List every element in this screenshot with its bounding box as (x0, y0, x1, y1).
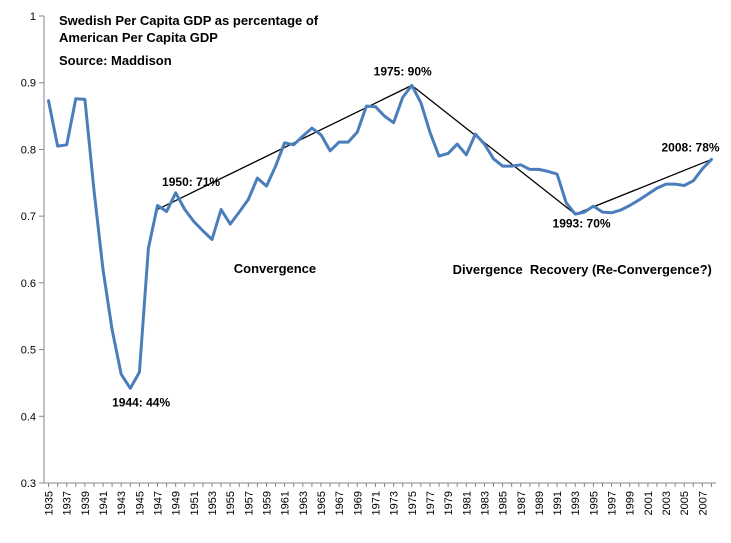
x-tick-label: 1953 (207, 491, 219, 515)
x-tick-label: 2001 (643, 491, 655, 515)
x-tick-label: 1943 (116, 491, 128, 515)
x-tick-label: 1993 (570, 491, 582, 515)
chart-title-line-1: Swedish Per Capita GDP as percentage of (59, 13, 319, 28)
x-tick-label: 1981 (461, 491, 473, 515)
x-tick-label: 1957 (243, 491, 255, 515)
point-annotation: 1944: 44% (112, 395, 170, 409)
x-tick-label: 1959 (261, 491, 273, 515)
x-tick-label: 1935 (44, 491, 56, 515)
gdp-ratio-series-line (47, 83, 713, 390)
x-tick-label: 1987 (516, 491, 528, 515)
point-annotation: 1993: 70% (553, 216, 611, 230)
x-tick-label: 1941 (98, 491, 110, 515)
chart-source: Source: Maddison (59, 53, 172, 68)
x-tick-label: 1937 (62, 491, 74, 515)
x-tick-label: 1977 (425, 491, 437, 515)
phase-label: Recovery (Re-Convergence?) (530, 262, 712, 277)
x-tick-label: 1947 (153, 491, 165, 515)
x-tick-label: 1979 (443, 491, 455, 515)
trend-line (157, 84, 413, 211)
y-tick-label: 0.7 (21, 211, 36, 223)
x-tick-label: 1951 (189, 491, 201, 515)
y-tick-label: 0.8 (21, 144, 36, 156)
x-tick-label: 1967 (334, 491, 346, 515)
x-tick-label: 1999 (625, 491, 637, 515)
x-tick-label: 2005 (679, 491, 691, 515)
x-tick-label: 1983 (479, 491, 491, 515)
y-tick-label: 0.9 (21, 78, 36, 90)
x-tick-label: 1973 (389, 491, 401, 515)
x-tick-label: 1945 (134, 491, 146, 515)
y-tick-label: 0.5 (21, 345, 36, 357)
x-tick-label: 1961 (280, 491, 292, 515)
point-annotation: 2008: 78% (662, 140, 720, 154)
x-tick-label: 1995 (588, 491, 600, 515)
trend-line (575, 158, 712, 215)
phase-label: Divergence (453, 262, 523, 277)
x-tick-label: 1971 (370, 491, 382, 515)
x-tick-label: 1969 (352, 491, 364, 515)
x-tick-label: 1991 (552, 491, 564, 515)
y-tick-label: 1 (30, 11, 36, 23)
x-tick-label: 1997 (607, 491, 619, 515)
trend-line (411, 84, 576, 215)
x-tick-label: 2007 (697, 491, 709, 515)
phase-label: Convergence (234, 261, 316, 276)
point-annotation: 1950: 71% (162, 175, 220, 189)
x-tick-label: 1963 (298, 491, 310, 515)
x-tick-label: 1985 (498, 491, 510, 515)
y-tick-label: 0.3 (21, 478, 36, 490)
x-tick-label: 1939 (80, 491, 92, 515)
x-tick-label: 1965 (316, 491, 328, 515)
x-tick-label: 1989 (534, 491, 546, 515)
x-tick-label: 1949 (171, 491, 183, 515)
chart-title-line-2: American Per Capita GDP (59, 30, 218, 45)
x-tick-label: 1955 (225, 491, 237, 515)
y-tick-label: 0.4 (21, 411, 36, 423)
y-tick-label: 0.6 (21, 278, 36, 290)
x-tick-label: 1975 (407, 491, 419, 515)
point-annotation: 1975: 90% (374, 64, 432, 78)
x-tick-label: 2003 (661, 491, 673, 515)
